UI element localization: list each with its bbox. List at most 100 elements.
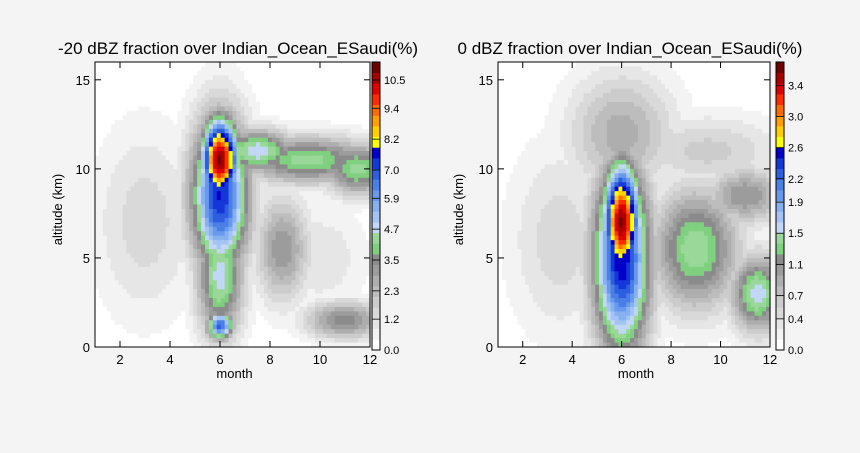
heatmap-cell — [299, 146, 304, 152]
heatmap-cell — [228, 66, 234, 72]
heatmap-cell — [358, 293, 363, 299]
heatmap-cell — [106, 79, 112, 85]
heatmap-cell — [350, 75, 355, 81]
heatmap-cell — [271, 137, 277, 143]
heatmap-cell — [197, 208, 202, 214]
heatmap-cell — [98, 284, 104, 290]
heatmap-cell — [106, 329, 112, 335]
heatmap-cell — [177, 306, 183, 312]
heatmap-cell — [161, 244, 167, 250]
heatmap-cell — [318, 164, 324, 170]
heatmap-cell — [173, 88, 179, 94]
heatmap-cell — [342, 235, 348, 241]
heatmap-cell — [142, 302, 147, 308]
heatmap-cell — [212, 289, 218, 295]
heatmap-cell — [240, 200, 245, 206]
heatmap-cell — [197, 244, 202, 250]
heatmap-cell — [318, 79, 324, 85]
heatmap-cell — [307, 235, 312, 241]
heatmap-cell — [271, 186, 277, 192]
heatmap-cell — [189, 284, 194, 290]
heatmap-cell — [287, 75, 293, 81]
heatmap-cell — [362, 195, 367, 201]
heatmap-cell — [299, 262, 304, 268]
heatmap-cell — [205, 231, 210, 237]
heatmap-cell — [197, 168, 202, 174]
heatmap-cell — [307, 262, 312, 268]
heatmap-cell — [193, 115, 198, 121]
heatmap-cell — [126, 79, 131, 85]
heatmap-cell — [197, 159, 202, 166]
heatmap-cell — [189, 155, 194, 161]
heatmap-cell — [177, 280, 183, 286]
heatmap-cell — [252, 302, 257, 308]
heatmap-cell — [244, 155, 249, 161]
heatmap-cell — [271, 146, 277, 152]
heatmap-cell — [240, 146, 245, 152]
heatmap-cell — [322, 217, 328, 223]
heatmap-cell — [299, 289, 304, 295]
heatmap-cell — [366, 208, 371, 214]
heatmap-cell — [173, 284, 179, 290]
heatmap-cell — [153, 302, 159, 308]
heatmap-cell — [354, 124, 359, 130]
heatmap-cell — [138, 66, 143, 72]
heatmap-cell — [189, 106, 194, 112]
heatmap-cell — [95, 204, 100, 210]
heatmap-cell — [185, 338, 190, 344]
heatmap-cell — [260, 66, 265, 72]
heatmap-cell — [260, 191, 265, 197]
heatmap-cell — [322, 275, 328, 281]
heatmap-cell — [513, 151, 519, 157]
heatmap-cell — [505, 84, 511, 90]
heatmap-cell — [216, 115, 222, 121]
heatmap-cell — [185, 79, 190, 85]
heatmap-cell — [220, 235, 226, 241]
heatmap-cell — [189, 186, 194, 192]
heatmap-cell — [197, 217, 202, 223]
heatmap-cell — [291, 151, 296, 157]
heatmap-cell — [201, 168, 206, 174]
heatmap-cell — [267, 213, 273, 219]
heatmap-cell — [208, 342, 214, 348]
heatmap-cell — [252, 151, 257, 157]
heatmap-cell — [338, 84, 344, 90]
heatmap-cell — [165, 329, 171, 335]
heatmap-cell — [366, 146, 371, 152]
heatmap-cell — [181, 79, 186, 85]
heatmap-cell — [252, 70, 257, 76]
heatmap-cell — [338, 124, 344, 130]
heatmap-cell — [517, 249, 522, 255]
heatmap-cell — [501, 93, 507, 99]
heatmap-cell — [118, 266, 124, 272]
heatmap-cell — [307, 70, 312, 76]
heatmap-cell — [146, 110, 151, 117]
heatmap-cell — [342, 302, 348, 308]
heatmap-cell — [193, 226, 198, 232]
heatmap-cell — [189, 213, 194, 219]
heatmap-cell — [126, 240, 131, 246]
heatmap-cell — [318, 115, 324, 121]
heatmap-cell — [295, 222, 300, 228]
heatmap-cell — [244, 79, 249, 85]
heatmap-cell — [322, 306, 328, 312]
heatmap-cell — [208, 257, 214, 263]
heatmap-cell — [354, 244, 359, 250]
heatmap-cell — [311, 66, 316, 72]
heatmap-cell — [517, 244, 522, 250]
heatmap-cell — [193, 338, 198, 344]
heatmap-cell — [126, 191, 131, 197]
heatmap-cell — [193, 146, 198, 152]
heatmap-cell — [509, 306, 515, 312]
heatmap-cell — [509, 182, 515, 188]
heatmap-cell — [201, 133, 206, 139]
heatmap-cell — [346, 88, 351, 94]
heatmap-cell — [260, 284, 265, 290]
heatmap-cell — [322, 137, 328, 143]
heatmap-cell — [275, 128, 281, 134]
heatmap-cell — [205, 293, 210, 299]
heatmap-cell — [114, 222, 120, 228]
heatmap-cell — [362, 124, 367, 130]
heatmap-cell — [205, 320, 210, 326]
heatmap-cell — [201, 217, 206, 223]
